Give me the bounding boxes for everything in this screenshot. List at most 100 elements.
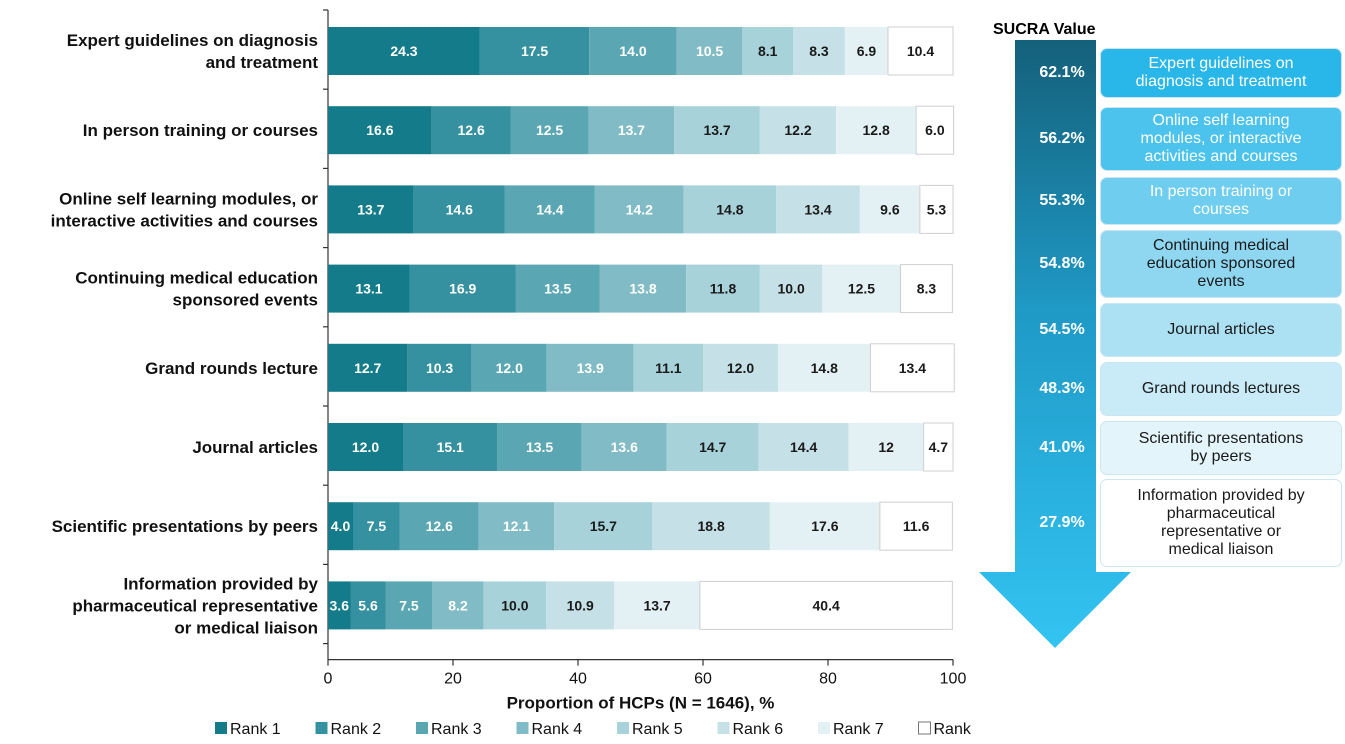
bar-segment — [594, 185, 684, 234]
data-label: 17.6 — [811, 518, 838, 534]
data-label: 10.5 — [696, 43, 723, 59]
sucra-item-label-line: Information provided by — [1137, 487, 1305, 504]
data-label: 6.9 — [857, 43, 877, 59]
bar-segment — [859, 185, 920, 234]
data-label: 8.3 — [917, 281, 937, 297]
data-label: 12.6 — [426, 518, 453, 534]
data-label: 10.0 — [778, 281, 805, 297]
legend-label: Rank 8 — [934, 721, 976, 738]
bar-segment — [759, 264, 823, 313]
data-label: 13.5 — [544, 281, 571, 297]
data-label: 11.1 — [655, 360, 682, 376]
category-label-line: Scientific presentations by peers — [52, 517, 318, 536]
sucra-item-label: Expert guidelines on diagnosis and treatm… — [1136, 55, 1307, 91]
data-label: 15.7 — [590, 518, 617, 534]
category-label-line: In person training or courses — [83, 121, 318, 140]
sucra-item-box: Journal articles — [1100, 303, 1342, 357]
data-label: 13.5 — [526, 439, 553, 455]
category-label: Continuing medical education sponsored ev… — [75, 269, 318, 310]
bar-segment — [350, 581, 386, 630]
bar-segment — [683, 185, 777, 234]
data-label: 4.7 — [929, 439, 949, 455]
bar-segment — [666, 423, 759, 471]
arrow-shape — [979, 40, 1131, 648]
bar-segment — [353, 502, 400, 551]
legend-swatch — [818, 722, 830, 734]
data-label: 6.0 — [925, 122, 945, 138]
sucra-value: 55.3% — [1039, 192, 1085, 209]
sucra-item-label-line: events — [1197, 273, 1245, 290]
data-label: 5.6 — [358, 597, 378, 613]
bar-segment — [870, 343, 955, 393]
category-label: Journal articles — [192, 438, 318, 457]
category-label: Information provided by pharmaceutical re… — [72, 574, 318, 637]
bar-segment — [497, 423, 582, 471]
sucra-item-label-line: In person training or — [1149, 183, 1293, 200]
bar-segment — [409, 264, 516, 313]
sucra-item-label-line: courses — [1192, 201, 1250, 218]
sucra-item-label-line: by peers — [1190, 448, 1252, 465]
data-label: 16.9 — [449, 281, 476, 297]
sucra-value: 56.2% — [1039, 130, 1085, 147]
bar-segment — [328, 106, 432, 155]
sucra-item-label-line: Continuing medical — [1152, 237, 1290, 254]
data-label: 12.5 — [536, 122, 563, 138]
bar-segment — [403, 423, 498, 471]
data-label: 13.1 — [355, 281, 382, 297]
data-label: 9.6 — [880, 201, 900, 217]
category-label-line: and treatment — [206, 53, 319, 72]
bar-segment — [793, 27, 845, 75]
category-label-line: sponsored events — [173, 291, 319, 310]
legend-swatch — [617, 722, 629, 734]
data-label: 13.8 — [629, 281, 656, 297]
data-label: 14.2 — [626, 201, 653, 217]
bar-segment — [915, 105, 955, 155]
bar-segment — [399, 502, 479, 551]
stacked-bar-chart: 24.3 17.5 14.0 10.5 8.1 8.3 6.9 10.4 Expert guid… — [51, 9, 976, 738]
data-label: 3.6 — [330, 597, 350, 613]
data-label: 12.0 — [352, 439, 379, 455]
data-label: 8.3 — [809, 43, 829, 59]
data-label: 18.8 — [698, 518, 725, 534]
bar-segment — [923, 422, 954, 472]
x-tick-label: 80 — [819, 671, 837, 688]
bar-segment — [836, 106, 917, 155]
bar-segment — [919, 184, 954, 234]
category-label: Scientific presentations by peers — [52, 517, 318, 536]
sucra-item-label-line: Journal articles — [1167, 321, 1275, 338]
data-label: 14.8 — [811, 360, 838, 376]
bar-segment — [385, 581, 433, 630]
bar-segment — [887, 26, 954, 76]
data-label: 13.4 — [899, 360, 926, 376]
sucra-item-label: Scientific presentations by peers — [1139, 430, 1304, 466]
data-label: 10.0 — [501, 597, 528, 613]
x-tick-label: 0 — [324, 671, 333, 688]
sucra-item-box: Online self learning modules, or interact… — [1100, 107, 1342, 171]
bar-segment — [844, 27, 888, 75]
category-label-line: Continuing medical education — [75, 269, 318, 288]
legend-label: Rank 2 — [331, 721, 382, 738]
bar-segment — [703, 343, 778, 392]
sucra-item-label: Online self learning modules, or interact… — [1141, 112, 1302, 166]
sucra-item-label: Journal articles — [1167, 321, 1275, 339]
data-label: 16.6 — [366, 122, 393, 138]
bar-segment — [471, 343, 547, 392]
bar-segment — [504, 185, 595, 234]
data-label: 12.7 — [354, 360, 381, 376]
bar-segment — [328, 27, 480, 75]
sucra-item-label-line: Expert guidelines on — [1148, 55, 1294, 72]
bar-segment — [599, 264, 687, 313]
data-label: 40.4 — [813, 597, 840, 613]
legend-label: Rank 3 — [431, 721, 482, 738]
data-label: 13.7 — [703, 122, 730, 138]
sucra-item-label: Continuing medical education sponsored eve… — [1147, 237, 1296, 291]
data-label: 13.6 — [611, 439, 638, 455]
legend-label: Rank 7 — [833, 721, 884, 738]
data-label: 7.5 — [367, 518, 387, 534]
data-label: 12.2 — [784, 122, 811, 138]
sucra-item-label-line: activities and courses — [1144, 148, 1298, 165]
bar-segment — [848, 423, 924, 471]
bar-segment — [778, 343, 871, 392]
data-label: 11.6 — [903, 518, 930, 534]
legend-swatch — [416, 722, 428, 734]
